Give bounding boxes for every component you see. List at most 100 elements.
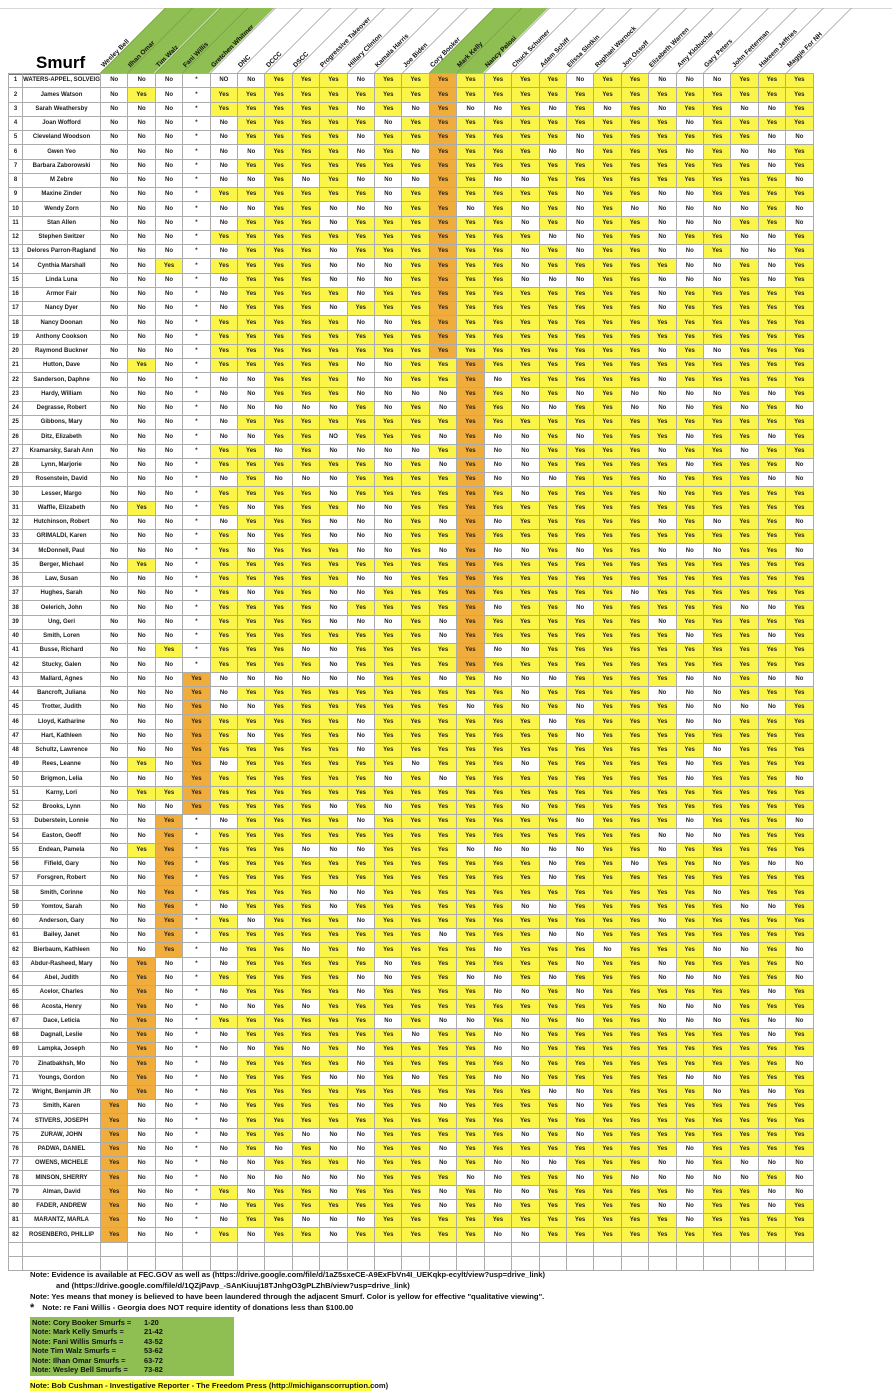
data-cell[interactable]: No xyxy=(565,956,595,972)
data-cell[interactable]: Yes xyxy=(593,486,622,502)
data-cell[interactable]: No xyxy=(319,514,348,531)
data-cell[interactable]: No xyxy=(237,585,266,602)
data-cell[interactable]: Yes xyxy=(237,614,266,630)
data-cell[interactable]: No xyxy=(209,984,239,1001)
smurf-name-cell[interactable]: Barbara Zaborowski xyxy=(22,158,101,174)
data-cell[interactable]: No xyxy=(264,1170,293,1186)
data-cell[interactable]: Yes xyxy=(291,443,321,459)
row-number[interactable]: 9 xyxy=(8,186,23,203)
data-cell[interactable]: Yes xyxy=(785,742,814,759)
data-cell[interactable]: Yes xyxy=(237,885,266,901)
data-cell[interactable]: Yes xyxy=(757,1098,787,1115)
data-cell[interactable]: * xyxy=(182,201,211,217)
data-cell[interactable]: Yes xyxy=(730,714,759,730)
data-cell[interactable]: Yes xyxy=(675,229,704,246)
row-number[interactable]: 19 xyxy=(8,329,23,345)
data-cell[interactable]: Yes xyxy=(291,286,321,303)
smurf-name-cell[interactable]: Hughes, Sarah xyxy=(22,585,101,602)
data-cell[interactable]: No xyxy=(237,699,266,716)
data-cell[interactable]: Yes xyxy=(237,414,266,431)
data-cell[interactable]: Yes xyxy=(264,372,293,388)
data-cell[interactable]: Yes xyxy=(593,714,622,730)
data-cell[interactable]: Yes xyxy=(675,842,704,858)
data-cell[interactable]: Yes xyxy=(511,1141,540,1158)
data-cell[interactable]: Yes xyxy=(538,1041,567,1058)
data-cell[interactable]: No xyxy=(99,286,129,303)
data-cell[interactable]: No xyxy=(511,642,540,659)
data-cell[interactable]: Yes xyxy=(127,1070,156,1086)
data-cell[interactable]: * xyxy=(182,87,211,103)
data-cell[interactable]: No xyxy=(291,1127,321,1143)
data-cell[interactable]: No xyxy=(648,1013,677,1029)
data-cell[interactable]: No xyxy=(99,201,129,217)
data-cell[interactable]: No xyxy=(127,443,156,459)
smurf-name-cell[interactable]: M Zebre xyxy=(22,172,101,189)
data-cell[interactable]: No xyxy=(99,315,129,331)
data-cell[interactable]: Yes xyxy=(785,642,814,659)
data-cell[interactable]: No xyxy=(154,1013,184,1029)
data-cell[interactable]: Yes xyxy=(428,343,458,360)
empty-cell[interactable] xyxy=(237,1255,266,1272)
data-cell[interactable]: No xyxy=(99,970,129,987)
data-cell[interactable]: Yes xyxy=(456,414,485,431)
data-cell[interactable]: * xyxy=(182,357,211,374)
data-cell[interactable]: No xyxy=(785,1013,814,1029)
row-number[interactable]: 31 xyxy=(8,500,23,516)
row-number[interactable]: 66 xyxy=(8,999,23,1015)
data-cell[interactable]: Yes xyxy=(483,229,513,246)
smurf-name-cell[interactable]: Abdur-Rasheed, Mary xyxy=(22,956,101,972)
data-cell[interactable]: No xyxy=(346,543,376,559)
data-cell[interactable]: Yes xyxy=(675,913,704,930)
data-cell[interactable]: Yes xyxy=(182,728,211,744)
data-cell[interactable]: Yes xyxy=(209,642,239,659)
data-cell[interactable]: Yes xyxy=(346,471,376,488)
data-cell[interactable]: Yes xyxy=(620,756,650,773)
data-cell[interactable]: Yes xyxy=(237,657,266,673)
data-cell[interactable]: Yes xyxy=(319,1084,348,1101)
data-cell[interactable]: Yes xyxy=(291,685,321,702)
data-cell[interactable]: Yes xyxy=(593,799,622,816)
data-cell[interactable]: Yes xyxy=(648,671,677,687)
data-cell[interactable]: Yes xyxy=(757,571,787,588)
data-cell[interactable]: No xyxy=(648,543,677,559)
data-cell[interactable]: Yes xyxy=(401,1141,430,1158)
data-cell[interactable]: No xyxy=(675,1212,704,1229)
data-cell[interactable]: * xyxy=(182,1013,211,1029)
data-cell[interactable]: Yes xyxy=(511,129,540,146)
data-cell[interactable]: Yes xyxy=(757,785,787,801)
data-cell[interactable]: Yes xyxy=(237,1013,266,1029)
data-cell[interactable]: Yes xyxy=(264,585,293,602)
data-cell[interactable]: No xyxy=(538,856,567,873)
data-cell[interactable]: Yes xyxy=(593,557,622,573)
data-cell[interactable]: No xyxy=(511,258,540,274)
data-cell[interactable]: Yes xyxy=(565,571,595,588)
smurf-name-cell[interactable]: McDonnell, Paul xyxy=(22,543,101,559)
data-cell[interactable]: No xyxy=(648,286,677,303)
data-cell[interactable]: No xyxy=(565,215,595,231)
data-cell[interactable]: Yes xyxy=(675,1027,704,1044)
data-cell[interactable]: Yes xyxy=(456,728,485,744)
empty-cell[interactable] xyxy=(127,1241,156,1257)
data-cell[interactable]: No xyxy=(127,600,156,616)
data-cell[interactable]: No xyxy=(154,799,184,816)
data-cell[interactable]: * xyxy=(182,1113,211,1129)
data-cell[interactable]: No xyxy=(319,842,348,858)
row-number[interactable]: 29 xyxy=(8,471,23,488)
data-cell[interactable]: Yes xyxy=(374,1212,403,1229)
data-cell[interactable]: Yes xyxy=(291,756,321,773)
data-cell[interactable]: Yes xyxy=(401,870,430,887)
data-cell[interactable]: No xyxy=(785,942,814,958)
data-cell[interactable]: Yes xyxy=(565,115,595,132)
data-cell[interactable]: Yes xyxy=(565,87,595,103)
data-cell[interactable]: Yes xyxy=(620,842,650,858)
data-cell[interactable]: No xyxy=(319,1184,348,1200)
data-cell[interactable]: Yes xyxy=(702,101,732,117)
data-cell[interactable]: Yes xyxy=(154,842,184,858)
data-cell[interactable]: Yes xyxy=(675,557,704,573)
data-cell[interactable]: Yes xyxy=(264,272,293,288)
data-cell[interactable]: Yes xyxy=(648,657,677,673)
data-cell[interactable]: No xyxy=(428,1184,458,1200)
data-cell[interactable]: No xyxy=(99,500,129,516)
data-cell[interactable]: Yes xyxy=(785,685,814,702)
data-cell[interactable]: No xyxy=(374,386,403,402)
